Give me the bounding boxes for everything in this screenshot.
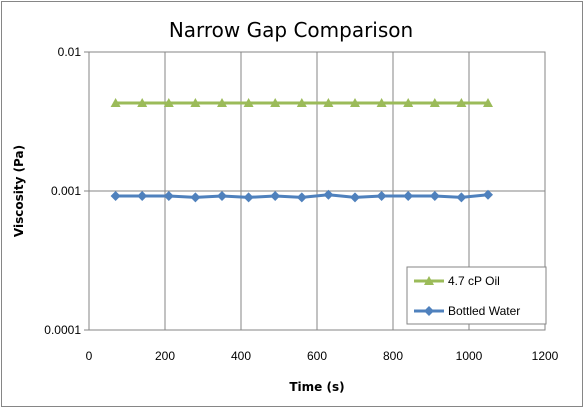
data-point: [217, 97, 227, 107]
x-tick-label: 0: [86, 349, 93, 363]
legend: 4.7 cP Oil Bottled Water: [406, 266, 547, 325]
data-point: [163, 97, 174, 107]
x-tick-labels: 0 200 400 600 800 1000 1200: [86, 349, 559, 363]
x-tick-label: 200: [155, 349, 175, 363]
series-layer: [110, 97, 493, 203]
data-point: [456, 97, 467, 107]
data-point: [110, 191, 121, 202]
data-point: [350, 97, 360, 107]
x-tick-label: 600: [307, 349, 327, 363]
data-point: [376, 191, 387, 202]
data-point: [110, 97, 121, 107]
series-bottled-water: [110, 189, 493, 203]
data-point: [243, 97, 254, 107]
data-point: [350, 192, 360, 203]
data-point: [483, 189, 493, 200]
legend-items: 4.7 cP Oil Bottled Water: [414, 274, 520, 318]
data-point: [296, 97, 307, 107]
data-point: [403, 191, 414, 202]
legend-item: Bottled Water: [414, 304, 520, 318]
legend-label: 4.7 cP Oil: [448, 274, 500, 288]
data-point: [243, 192, 254, 203]
data-point: [456, 192, 467, 203]
legend-marker: [424, 306, 434, 316]
data-point: [323, 97, 334, 107]
data-point: [429, 97, 440, 107]
chart-title: Narrow Gap Comparison: [169, 18, 413, 42]
y-tick-label: 0.01: [58, 45, 82, 59]
data-point: [163, 191, 174, 202]
x-tick-label: 1000: [456, 349, 483, 363]
y-axis-title: Viscosity (Pa): [12, 145, 26, 237]
data-point: [270, 97, 281, 107]
y-tick-label: 0.001: [51, 184, 81, 198]
data-point: [137, 97, 148, 107]
data-point: [190, 192, 201, 203]
data-point: [190, 97, 201, 107]
y-tick-labels: 0.01 0.001 0.0001: [44, 45, 81, 337]
legend-item: 4.7 cP Oil: [414, 274, 500, 288]
y-tick-label: 0.0001: [44, 323, 81, 337]
data-point: [270, 191, 281, 202]
x-tick-label: 1200: [532, 349, 559, 363]
series-4-7-cp-oil: [110, 97, 493, 107]
data-point: [217, 191, 227, 202]
data-point: [403, 97, 414, 107]
gridlines: [84, 51, 546, 331]
legend-label: Bottled Water: [448, 304, 520, 318]
x-tick-label: 400: [231, 349, 251, 363]
data-point: [483, 97, 493, 107]
x-tick-label: 800: [383, 349, 403, 363]
data-point: [137, 191, 148, 202]
data-point: [376, 97, 387, 107]
x-axis-title: Time (s): [289, 380, 344, 394]
data-point: [296, 192, 307, 203]
data-point: [323, 189, 334, 200]
legend-marker: [424, 276, 434, 285]
data-point: [429, 191, 440, 202]
